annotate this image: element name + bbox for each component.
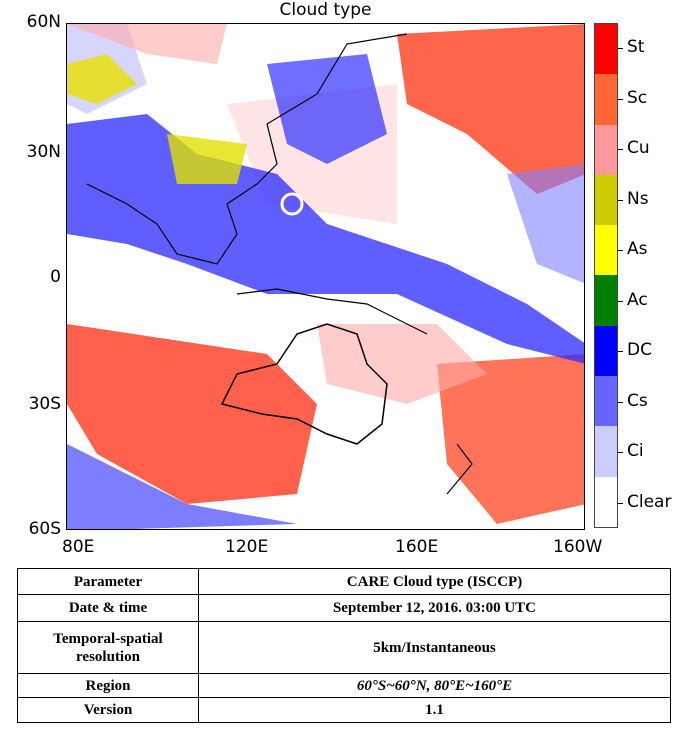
table-key: Date & time xyxy=(17,594,199,622)
cloud-map-image xyxy=(67,24,584,529)
colorbar-label: Ac xyxy=(627,289,648,310)
colorbar-tick xyxy=(618,452,623,454)
colorbar-swatch-dc xyxy=(595,325,617,377)
table-key: Temporal-spatial resolution xyxy=(17,621,199,674)
lat-tick-30n: 30N xyxy=(26,142,61,162)
colorbar-label: As xyxy=(627,239,648,260)
colorbar-tick xyxy=(618,149,623,151)
table-value: 60°S~60°N, 80°E~160°E xyxy=(198,673,671,698)
lat-tick-60n: 60N xyxy=(26,12,61,32)
lon-tick-120e: 120E xyxy=(225,537,269,557)
colorbar-swatch-st xyxy=(595,24,617,75)
colorbar-swatch-sc xyxy=(595,74,617,125)
lon-tick-160e: 160E xyxy=(395,537,439,557)
table-row: Region 60°S~60°N, 80°E~160°E xyxy=(17,673,671,698)
metadata-table: Parameter CARE Cloud type (ISCCP) Date & … xyxy=(17,568,671,723)
colorbar-label: DC xyxy=(627,340,652,361)
lat-tick-30s: 30S xyxy=(28,394,61,414)
colorbar-tick xyxy=(618,351,623,353)
colorbar-tick xyxy=(618,98,623,100)
colorbar-tick xyxy=(618,401,623,403)
colorbar-swatch-cu xyxy=(595,124,617,175)
colorbar-label: St xyxy=(627,37,645,58)
colorbar-label: Cu xyxy=(627,138,650,159)
lat-tick-0: 0 xyxy=(50,267,61,287)
colorbar-swatch-ci xyxy=(595,426,617,477)
colorbar-swatch-cs xyxy=(595,376,617,427)
table-key: Parameter xyxy=(17,568,199,595)
colorbar-label: Ns xyxy=(627,188,649,209)
colorbar-label: Clear xyxy=(627,491,672,512)
table-row: Parameter CARE Cloud type (ISCCP) xyxy=(17,568,671,595)
colorbar-tick xyxy=(618,502,623,504)
colorbar-tick xyxy=(618,48,623,50)
colorbar-swatch-ns xyxy=(595,174,617,226)
table-row: Date & time September 12, 2016. 03:00 UTC xyxy=(17,594,671,622)
table-row: Temporal-spatial resolution 5km/Instantan… xyxy=(17,621,671,674)
lon-tick-80e: 80E xyxy=(62,537,95,557)
table-value: 1.1 xyxy=(198,697,671,723)
colorbar-swatch-ac xyxy=(595,275,617,326)
table-value: CARE Cloud type (ISCCP) xyxy=(198,568,671,595)
colorbar xyxy=(594,23,618,528)
colorbar-label: Cs xyxy=(627,390,648,411)
colorbar-swatch-as xyxy=(595,225,617,276)
colorbar-tick xyxy=(618,199,623,201)
table-key: Region xyxy=(17,673,199,698)
colorbar-tick xyxy=(618,250,623,252)
lon-tick-160w: 160W xyxy=(553,537,603,557)
table-value: September 12, 2016. 03:00 UTC xyxy=(198,594,671,622)
colorbar-tick xyxy=(618,300,623,302)
lat-tick-60s: 60S xyxy=(28,519,61,539)
colorbar-label: Sc xyxy=(627,87,648,108)
colorbar-swatch-clear xyxy=(595,476,617,527)
cloud-type-map xyxy=(66,23,585,530)
map-title: Cloud type xyxy=(279,0,372,20)
table-value: 5km/Instantaneous xyxy=(198,621,671,674)
table-row: Version 1.1 xyxy=(17,697,671,723)
table-key: Version xyxy=(17,697,199,723)
colorbar-label: Ci xyxy=(627,441,644,462)
